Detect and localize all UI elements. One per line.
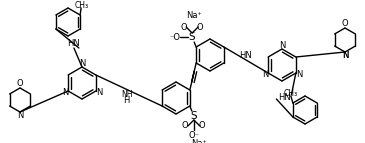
Text: O: O xyxy=(342,19,348,28)
Text: N: N xyxy=(62,88,68,97)
Text: Na⁺: Na⁺ xyxy=(191,140,207,143)
Text: O: O xyxy=(197,22,203,31)
Text: NH: NH xyxy=(121,90,133,99)
Text: N: N xyxy=(79,59,85,68)
Text: H: H xyxy=(123,96,129,105)
Text: N: N xyxy=(279,41,285,50)
Text: HN: HN xyxy=(68,38,80,47)
Text: S: S xyxy=(191,111,197,121)
Text: N: N xyxy=(262,70,268,79)
Text: O⁻: O⁻ xyxy=(188,131,199,140)
Text: Na⁺: Na⁺ xyxy=(186,10,202,19)
Text: N: N xyxy=(342,51,348,60)
Text: S: S xyxy=(189,32,195,42)
Text: N: N xyxy=(342,51,348,60)
Text: N: N xyxy=(17,112,23,121)
Text: CH₃: CH₃ xyxy=(75,0,89,9)
Text: HN: HN xyxy=(240,50,252,59)
Text: CH₃: CH₃ xyxy=(284,89,298,98)
Text: O: O xyxy=(181,122,188,131)
Text: O: O xyxy=(17,80,23,89)
Text: HN: HN xyxy=(278,93,291,102)
Text: O: O xyxy=(181,22,188,31)
Text: N: N xyxy=(296,70,302,79)
Text: O: O xyxy=(199,122,205,131)
Text: N: N xyxy=(96,88,102,97)
Text: ⁻O: ⁻O xyxy=(170,32,181,41)
